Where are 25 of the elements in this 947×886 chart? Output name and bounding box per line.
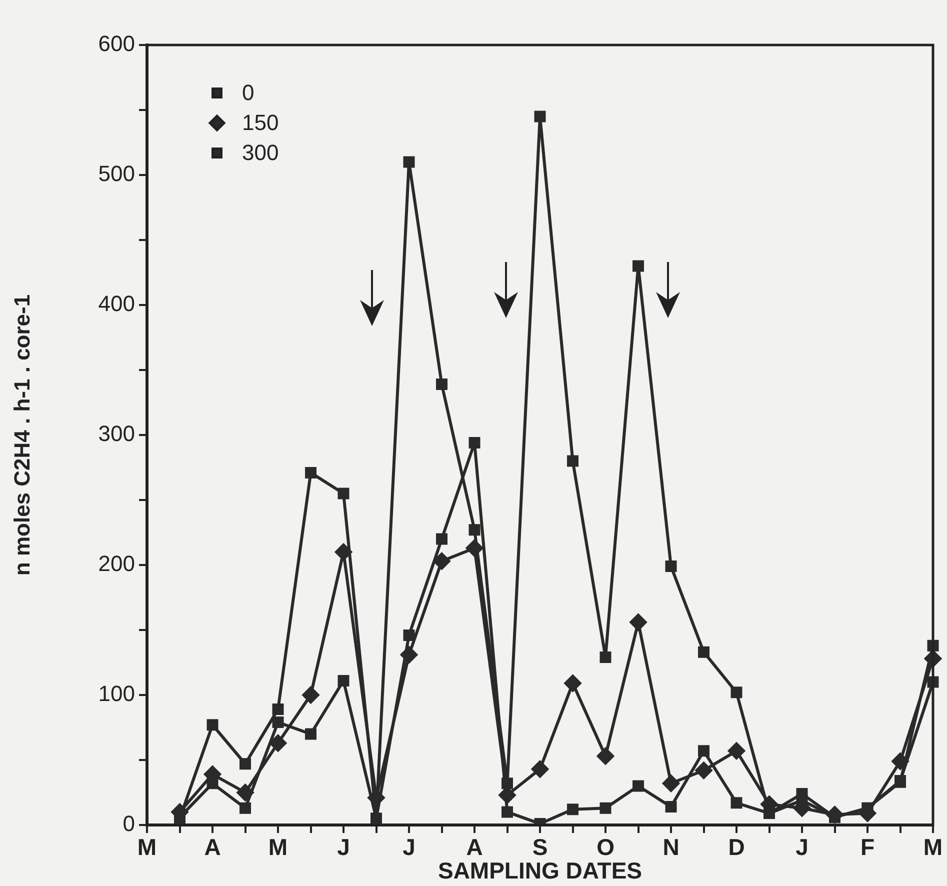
y-tick-label: 500	[98, 161, 135, 186]
x-tick-label: A	[466, 834, 483, 860]
legend-label: 300	[242, 140, 279, 166]
x-tick-label: M	[268, 834, 288, 860]
x-tick-label: M	[137, 834, 157, 860]
y-tick-label: 400	[98, 291, 135, 316]
legend-label: 150	[242, 110, 279, 136]
x-tick-label: J	[402, 834, 416, 860]
x-tick-label: M	[923, 834, 943, 860]
x-tick-label: A	[204, 834, 221, 860]
x-tick-label: N	[662, 834, 680, 860]
x-tick-label: O	[596, 834, 614, 860]
y-tick-label: 0	[122, 811, 135, 836]
x-tick-label: F	[860, 834, 875, 860]
legend-label: 0	[242, 80, 254, 106]
y-axis-title: n moles C2H4 . h-1 . core-1	[9, 294, 34, 576]
y-tick-label: 300	[98, 421, 135, 446]
y-tick-label: 200	[98, 551, 135, 576]
y-tick-label: 100	[98, 681, 135, 706]
x-tick-label: S	[532, 834, 548, 860]
x-tick-label: D	[728, 834, 745, 860]
x-tick-label: J	[796, 834, 808, 860]
y-tick-label: 600	[98, 31, 135, 56]
x-axis-title: SAMPLING DATES	[438, 858, 642, 884]
x-tick-label: J	[337, 834, 350, 860]
